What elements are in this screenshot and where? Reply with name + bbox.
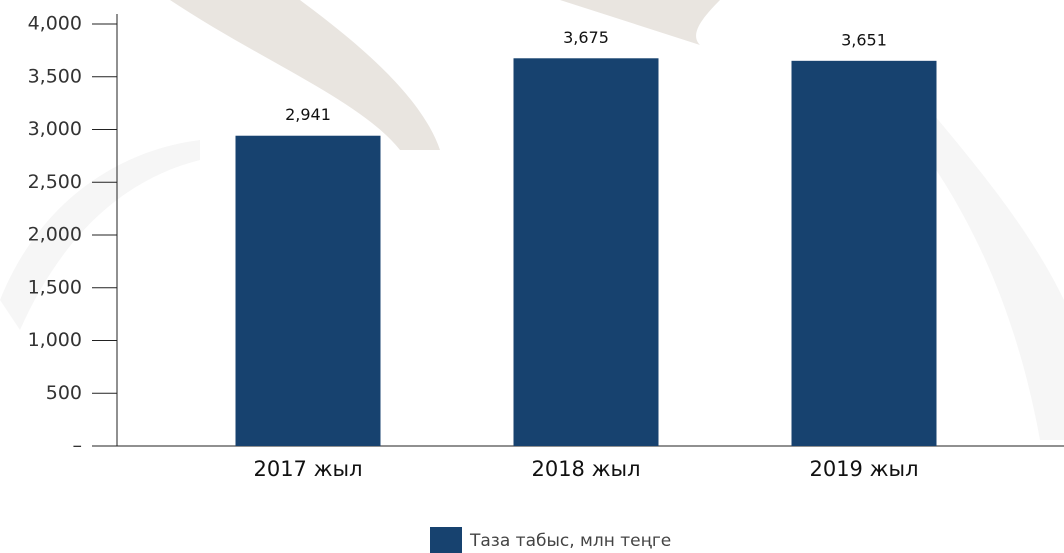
y-tick-label: 3,500 (28, 65, 82, 87)
legend-swatch (430, 527, 462, 553)
value-label: 3,675 (563, 28, 609, 47)
bar (235, 135, 381, 447)
y-tick-label: 3,000 (28, 118, 82, 140)
plot-area: – 500 1,000 1,500 2,000 2,500 3,000 3,500 4,000 2… (28, 13, 1064, 553)
y-tick-label: 1,500 (28, 276, 82, 298)
x-tick-label: 2017 жыл (253, 457, 362, 481)
legend-label: Таза табыс, млн теңге (469, 531, 671, 551)
decoration (0, 140, 200, 330)
decoration (170, 0, 440, 150)
y-tick-label: – (73, 435, 83, 457)
y-tick-label: 2,000 (28, 224, 82, 246)
bar (791, 60, 937, 447)
decoration (900, 110, 1064, 440)
y-tick-label: 1,000 (28, 329, 82, 351)
y-tick-label: 2,500 (28, 171, 82, 193)
decoration (560, 0, 720, 45)
value-label: 2,941 (285, 105, 331, 124)
bar (513, 58, 659, 446)
x-tick-label: 2018 жыл (531, 457, 640, 481)
value-label: 3,651 (841, 30, 887, 49)
x-tick-label: 2019 жыл (809, 457, 918, 481)
y-tick-label: 500 (46, 382, 82, 404)
y-tick-label: 4,000 (28, 13, 82, 35)
